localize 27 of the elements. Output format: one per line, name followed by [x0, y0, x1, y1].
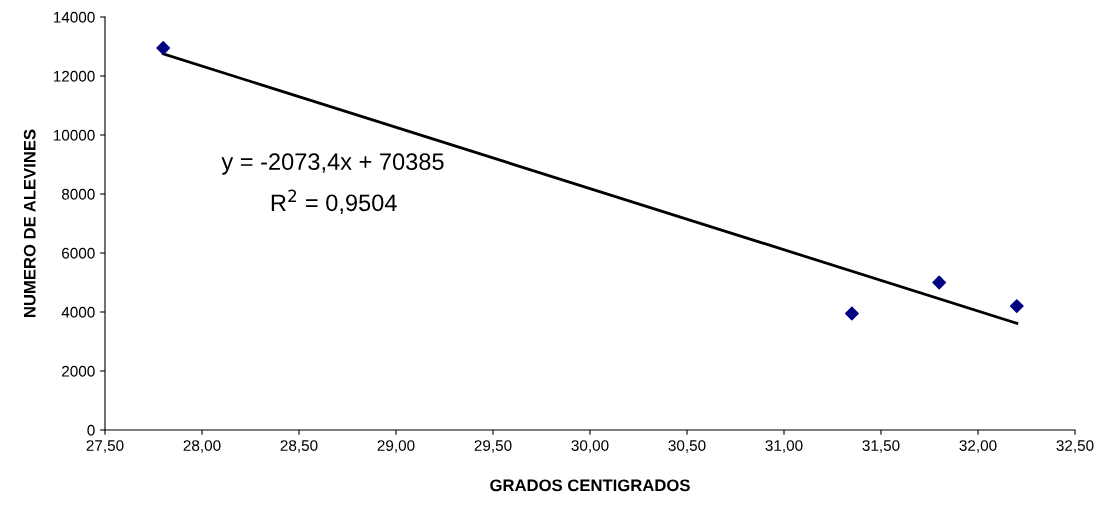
point [1009, 299, 1024, 314]
x-axis-title: GRADOS CENTIGRADOS [490, 479, 690, 492]
y-tick-label: 4000 [61, 306, 95, 318]
x-tick-label: 30,50 [668, 440, 706, 453]
x-tick-label: 30,00 [571, 440, 609, 453]
x-tick-label: 27,50 [86, 440, 124, 453]
annotation: y = -2073,4x + 70385 [221, 153, 444, 175]
y-axis-title: NUMERO DE ALEVINES [23, 129, 36, 317]
x-tick-label: 32,50 [1056, 440, 1094, 453]
x-tick-label: 28,50 [280, 440, 318, 453]
x-tick-label: 31,50 [862, 440, 900, 453]
point [932, 275, 947, 290]
y-tick-label: 12000 [53, 70, 95, 82]
y-tick-label: 0 [87, 424, 95, 436]
annotation: R$^{2}$ = 0,9504 [271, 189, 397, 214]
y-tick-label: 8000 [61, 188, 95, 200]
point [844, 306, 859, 321]
y-tick-label: 6000 [62, 247, 95, 259]
x-tick-label: 31,00 [765, 440, 803, 453]
x-tick-label: 29,00 [377, 440, 415, 453]
point [156, 41, 171, 55]
y-tick-label: 14000 [53, 11, 95, 23]
y-tick-label: 2000 [62, 365, 95, 377]
y-tick-label: 10000 [53, 129, 95, 141]
x-tick-label: 32,00 [959, 440, 997, 453]
x-tick-label: 28,00 [183, 440, 221, 453]
x-tick-label: 29,50 [474, 440, 512, 453]
